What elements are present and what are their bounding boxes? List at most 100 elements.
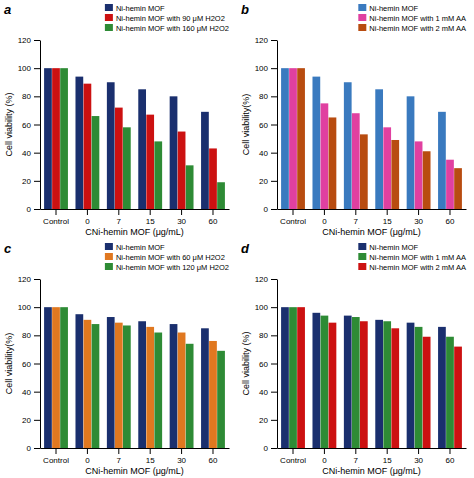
- tick: 40: [22, 388, 40, 397]
- tick-mark: [181, 448, 182, 454]
- bar: [84, 320, 92, 448]
- bar: [52, 307, 60, 448]
- bar: [115, 108, 123, 209]
- tick: 30: [414, 209, 423, 226]
- bar: [454, 168, 462, 209]
- bar: [329, 117, 337, 209]
- tick-mark: [34, 96, 40, 97]
- axis-line: [41, 209, 230, 210]
- bar: [352, 317, 360, 448]
- tick-mark: [324, 209, 325, 215]
- tick: 60: [22, 121, 40, 130]
- tick-mark: [34, 279, 40, 280]
- tick: 80: [22, 331, 40, 340]
- tick-label: 0: [27, 205, 32, 214]
- panel-label: b: [241, 2, 249, 17]
- y-axis: 020406080100120: [255, 36, 278, 214]
- legend-label: Ni-hemin MOF with 1 mM AA: [369, 14, 466, 23]
- legend-swatch: [358, 243, 366, 250]
- bar-series: [289, 68, 454, 209]
- bar: [154, 141, 162, 209]
- tick-mark: [271, 181, 277, 182]
- panel: 020406080100120Control07153060CNi-hemin …: [4, 241, 230, 476]
- legend-swatch: [105, 243, 113, 250]
- tick-mark: [271, 40, 277, 41]
- legend-swatch: [358, 14, 366, 21]
- y-axis-title: Cell viability(%): [4, 333, 14, 395]
- tick: Control: [280, 209, 306, 226]
- tick-label: 100: [18, 64, 32, 73]
- x-axis: Control07153060: [278, 448, 467, 465]
- tick: 40: [22, 149, 40, 158]
- tick-mark: [118, 209, 119, 215]
- tick-mark: [34, 40, 40, 41]
- tick: Control: [43, 448, 69, 465]
- tick-label: 80: [259, 92, 268, 101]
- tick-mark: [271, 335, 277, 336]
- legend: Ni-hemin MOFNi-hemin MOF with 60 μM H2O2…: [105, 243, 229, 272]
- tick-mark: [34, 335, 40, 336]
- tick: 60: [209, 448, 218, 465]
- legend-item: Ni-hemin MOF with 2 mM AA: [358, 24, 466, 33]
- bar: [146, 327, 154, 448]
- tick-mark: [293, 209, 294, 215]
- tick-label: 60: [259, 121, 268, 130]
- tick-label: 0: [85, 456, 90, 465]
- legend-swatch: [105, 253, 113, 260]
- legend-item: Ni-hemin MOF: [358, 4, 418, 13]
- bar-series: [44, 307, 209, 448]
- tick: 80: [259, 92, 277, 101]
- bar: [344, 82, 352, 209]
- tick: 60: [259, 360, 277, 369]
- bar: [138, 89, 146, 209]
- bar: [321, 316, 329, 448]
- tick-mark: [34, 448, 40, 449]
- tick-mark: [56, 448, 57, 454]
- bar: [423, 151, 431, 209]
- tick-label: 100: [255, 64, 269, 73]
- tick-mark: [181, 209, 182, 215]
- tick: 120: [18, 275, 40, 284]
- tick-label: 80: [22, 92, 31, 101]
- legend: Ni-hemin MOFNi-hemin MOF with 1 mM AANi-…: [358, 4, 466, 33]
- tick-mark: [271, 125, 277, 126]
- tick: 0: [322, 209, 327, 226]
- bar: [391, 140, 399, 209]
- tick-label: 20: [22, 177, 31, 186]
- tick-label: 100: [18, 303, 32, 312]
- tick-label: 0: [322, 456, 327, 465]
- tick-label: 0: [322, 217, 327, 226]
- tick: 15: [146, 448, 155, 465]
- tick-label: 7: [354, 217, 359, 226]
- y-axis: 020406080100120: [18, 275, 41, 453]
- legend-item: Ni-hemin MOF with 160 μM H2O2: [105, 24, 229, 33]
- bar-series: [281, 68, 446, 209]
- tick: 0: [27, 444, 40, 453]
- tick-label: 120: [18, 275, 32, 284]
- tick: 100: [18, 64, 40, 73]
- legend-item: Ni-hemin MOF with 120 μM H2O2: [105, 263, 229, 272]
- legend-item: Ni-hemin MOF with 1 mM AA: [358, 253, 466, 262]
- tick-label: 40: [259, 149, 268, 158]
- y-axis-title: Cell viability(%): [241, 94, 251, 156]
- tick: 15: [383, 448, 392, 465]
- bar: [423, 337, 431, 448]
- axis-line: [278, 209, 467, 210]
- bar: [446, 337, 454, 448]
- legend-label: Ni-hemin MOF with 1 mM AA: [369, 253, 466, 262]
- bar: [375, 89, 383, 209]
- tick-mark: [271, 153, 277, 154]
- tick-mark: [271, 68, 277, 69]
- tick-mark: [355, 209, 356, 215]
- legend-swatch: [105, 4, 113, 11]
- tick-label: 120: [255, 275, 269, 284]
- bar: [170, 96, 178, 209]
- legend-label: Ni-hemin MOF with 160 μM H2O2: [116, 24, 229, 33]
- bar: [352, 113, 360, 209]
- x-axis-title: CNi-hemin MOF (μg/mL): [322, 466, 421, 476]
- x-axis-title: CNi-hemin MOF (μg/mL): [85, 227, 184, 237]
- bars: [44, 68, 225, 209]
- tick: 100: [255, 303, 277, 312]
- bar: [383, 321, 391, 448]
- legend-label: Ni-hemin MOF: [116, 4, 165, 13]
